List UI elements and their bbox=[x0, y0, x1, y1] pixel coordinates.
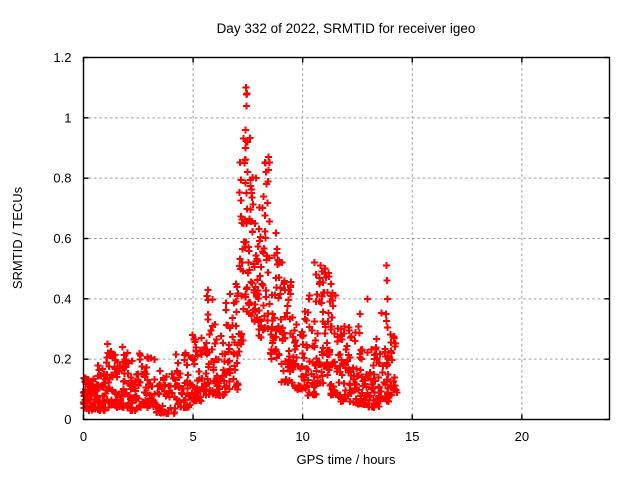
y-tick-labels: 0 0.2 0.4 0.6 0.8 1 1.2 bbox=[53, 50, 71, 427]
y-tick-label: 0 bbox=[64, 412, 71, 427]
data-points bbox=[80, 84, 401, 417]
x-tick-label: 15 bbox=[405, 429, 419, 444]
y-tick-label: 0.4 bbox=[53, 291, 71, 306]
x-tick-label: 20 bbox=[515, 429, 529, 444]
x-tick-labels: 0 5 10 15 20 bbox=[80, 429, 529, 444]
scatter-points bbox=[80, 84, 401, 417]
y-tick-label: 0.6 bbox=[53, 231, 71, 246]
y-tick-label: 1 bbox=[64, 110, 71, 125]
axis-ticks bbox=[82, 56, 610, 421]
x-tick-label: 0 bbox=[80, 429, 87, 444]
x-axis-label: GPS time / hours bbox=[297, 452, 396, 467]
y-tick-label: 0.8 bbox=[53, 171, 71, 186]
y-axis-label: SRMTID / TECUs bbox=[10, 186, 25, 289]
y-tick-label: 1.2 bbox=[53, 50, 71, 65]
y-tick-label: 0.2 bbox=[53, 352, 71, 367]
x-tick-label: 5 bbox=[189, 429, 196, 444]
x-tick-label: 10 bbox=[295, 429, 309, 444]
grid-lines bbox=[83, 57, 610, 420]
chart-title: Day 332 of 2022, SRMTID for receiver ige… bbox=[217, 21, 476, 36]
